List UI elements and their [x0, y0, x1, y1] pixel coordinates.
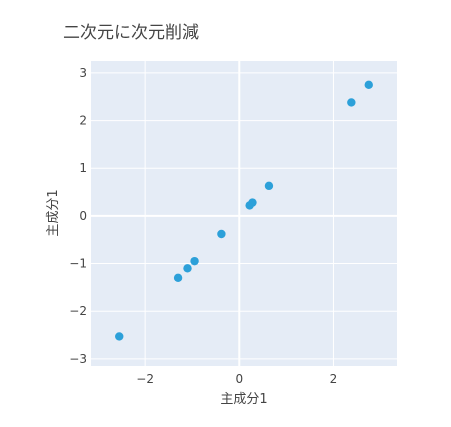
y-tick-label: 0 [79, 209, 87, 223]
x-axis-ticks: −2 0 2 [136, 372, 337, 386]
x-tick-label: 2 [330, 372, 338, 386]
y-axis-ticks: −3 −2 −1 0 1 2 3 [69, 66, 87, 366]
y-tick-label: 2 [79, 114, 87, 128]
y-tick-label: −3 [69, 352, 87, 366]
x-tick-label: −2 [136, 372, 154, 386]
data-point [265, 182, 273, 190]
data-point [183, 264, 191, 272]
chart-title: 二次元に次元削減 [63, 23, 199, 43]
y-tick-label: −1 [69, 257, 87, 271]
x-axis-title: 主成分1 [220, 392, 267, 407]
x-tick-label: 0 [235, 372, 243, 386]
data-point [248, 198, 256, 206]
data-point [174, 274, 182, 282]
plot-area [91, 61, 397, 366]
data-point [365, 81, 373, 89]
y-tick-label: −2 [69, 304, 87, 318]
data-point [217, 230, 225, 238]
data-point [115, 332, 123, 340]
y-axis-title: 主成分1 [46, 189, 61, 236]
y-tick-label: 3 [79, 66, 87, 80]
y-tick-label: 1 [79, 161, 87, 175]
data-point [190, 257, 198, 265]
data-point [347, 98, 355, 106]
